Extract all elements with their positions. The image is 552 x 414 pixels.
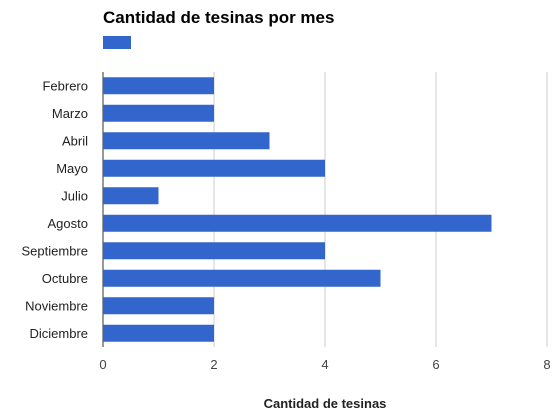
category-label-diciembre: Diciembre [29,326,88,341]
x-tick-label: 6 [432,357,439,372]
category-label-abril: Abril [62,133,88,148]
category-label-noviembre: Noviembre [25,298,88,313]
bars [103,77,492,342]
x-tick-label: 4 [321,357,328,372]
x-tick-labels: 0 2 4 6 8 [99,357,550,372]
category-label-octubre: Octubre [42,271,88,286]
category-labels: Febrero Marzo Abril Mayo Julio Agosto Septiemb… [22,78,89,341]
x-tick-label: 8 [543,357,550,372]
x-tick-label: 2 [210,357,217,372]
x-tick-label: 0 [99,357,106,372]
bar-agosto [103,214,492,232]
category-label-mayo: Mayo [56,161,88,176]
category-label-marzo: Marzo [52,106,88,121]
chart-title: Cantidad de tesinas por mes [103,8,334,27]
bar-diciembre [103,324,214,342]
bar-abril [103,132,270,150]
bar-julio [103,187,159,205]
bar-marzo [103,104,214,122]
category-label-septiembre: Septiembre [22,243,88,258]
category-label-julio: Julio [61,188,88,203]
x-axis-label: Cantidad de tesinas [264,396,387,411]
legend-swatch [103,36,131,49]
bar-noviembre [103,297,214,315]
category-label-agosto: Agosto [48,216,88,231]
bar-febrero [103,77,214,95]
bar-octubre [103,269,381,287]
category-label-febrero: Febrero [42,78,88,93]
bar-mayo [103,159,325,177]
bar-septiembre [103,242,325,260]
